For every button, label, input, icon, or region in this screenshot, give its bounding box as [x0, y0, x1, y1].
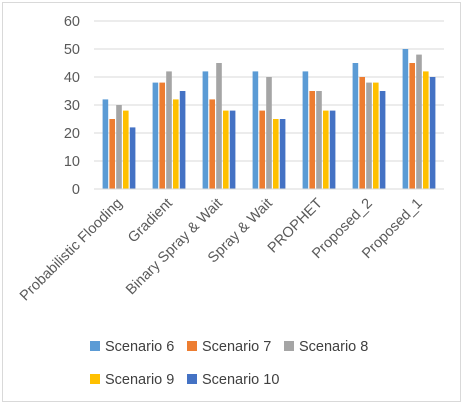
y-tick-label: 0	[72, 182, 80, 198]
legend-swatch	[90, 374, 100, 384]
bar	[252, 71, 259, 189]
bar	[259, 110, 265, 189]
x-category-label: Gradient	[125, 196, 176, 247]
y-tick-label: 40	[64, 70, 80, 86]
bar	[416, 54, 422, 189]
bar	[302, 71, 309, 189]
bar	[216, 63, 222, 189]
bar	[129, 127, 136, 189]
bar	[266, 77, 272, 189]
bar	[429, 77, 436, 189]
bar	[229, 110, 236, 189]
bar	[123, 110, 129, 189]
x-category-label: Probabilistic Flooding	[17, 196, 126, 305]
legend-label: Scenario 10	[202, 372, 279, 388]
legend-swatch	[187, 374, 197, 384]
bar	[159, 82, 165, 189]
x-category-label: Binary Spray & Wait	[123, 196, 226, 299]
bar	[202, 71, 209, 189]
bars	[102, 49, 436, 189]
legend-swatch	[90, 341, 100, 351]
y-tick-label: 20	[64, 126, 80, 142]
bar	[402, 49, 409, 189]
legend-label: Scenario 7	[202, 339, 271, 355]
bar	[209, 99, 215, 189]
bar	[109, 119, 115, 189]
y-tick-label: 10	[64, 154, 80, 170]
bar	[223, 110, 229, 189]
bar	[329, 110, 336, 189]
bar	[102, 99, 109, 189]
bar	[273, 119, 279, 189]
bar	[173, 99, 179, 189]
gridlines	[94, 20, 444, 162]
bar	[352, 63, 359, 189]
legend-swatch	[284, 341, 294, 351]
y-tick-label: 30	[64, 98, 80, 114]
bar	[316, 91, 322, 189]
legend-label: Scenario 8	[299, 339, 368, 355]
bar	[359, 77, 365, 189]
legend-swatch	[187, 341, 197, 351]
chart-frame	[2, 2, 461, 402]
bar	[116, 105, 122, 189]
bar	[309, 91, 315, 189]
legend-label: Scenario 6	[105, 339, 174, 355]
bar	[152, 82, 159, 189]
y-tick-label: 50	[64, 42, 80, 58]
bar	[409, 63, 415, 189]
bar	[166, 71, 172, 189]
legend-label: Scenario 9	[105, 372, 174, 388]
bar	[279, 119, 286, 189]
bar	[323, 110, 329, 189]
bar	[423, 71, 429, 189]
y-tick-label: 60	[64, 14, 80, 30]
bar	[373, 82, 379, 189]
bar	[179, 91, 186, 189]
y-axis-ticks: 0 10 20 30 40 50 60	[64, 14, 80, 198]
bar	[366, 82, 372, 189]
bar	[379, 91, 386, 189]
legend: Scenario 6 Scenario 7 Scenario 8 Scenario 9…	[90, 339, 368, 388]
